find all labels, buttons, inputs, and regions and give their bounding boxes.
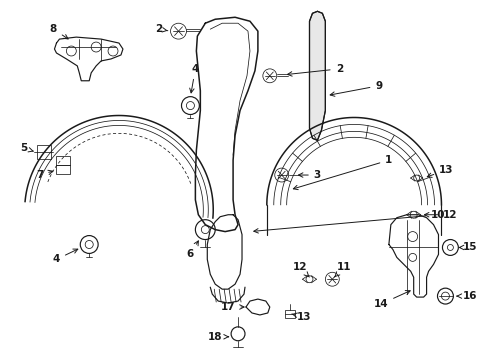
Text: 8: 8: [50, 24, 68, 39]
Text: 10: 10: [253, 210, 445, 233]
Text: 9: 9: [329, 81, 382, 96]
Text: 18: 18: [207, 332, 228, 342]
Text: 12: 12: [292, 262, 309, 277]
Text: 17: 17: [221, 302, 244, 312]
Text: 1: 1: [293, 155, 392, 190]
Text: 2: 2: [287, 64, 342, 76]
Bar: [56, 156, 70, 174]
Text: 15: 15: [458, 243, 476, 252]
Bar: [37, 145, 50, 159]
Text: 16: 16: [456, 291, 476, 301]
Text: 14: 14: [373, 291, 409, 309]
Text: 4: 4: [189, 64, 199, 93]
Text: 7: 7: [36, 170, 53, 180]
Polygon shape: [309, 11, 325, 140]
Text: 13: 13: [291, 312, 311, 322]
Text: 2: 2: [155, 24, 167, 34]
Text: 12: 12: [424, 210, 457, 220]
Text: 5: 5: [20, 143, 33, 153]
Text: 11: 11: [334, 262, 351, 277]
Bar: [284, 310, 294, 318]
Text: 4: 4: [53, 249, 78, 264]
Text: 13: 13: [427, 165, 453, 177]
Text: 6: 6: [186, 241, 198, 260]
Text: 3: 3: [298, 170, 321, 180]
